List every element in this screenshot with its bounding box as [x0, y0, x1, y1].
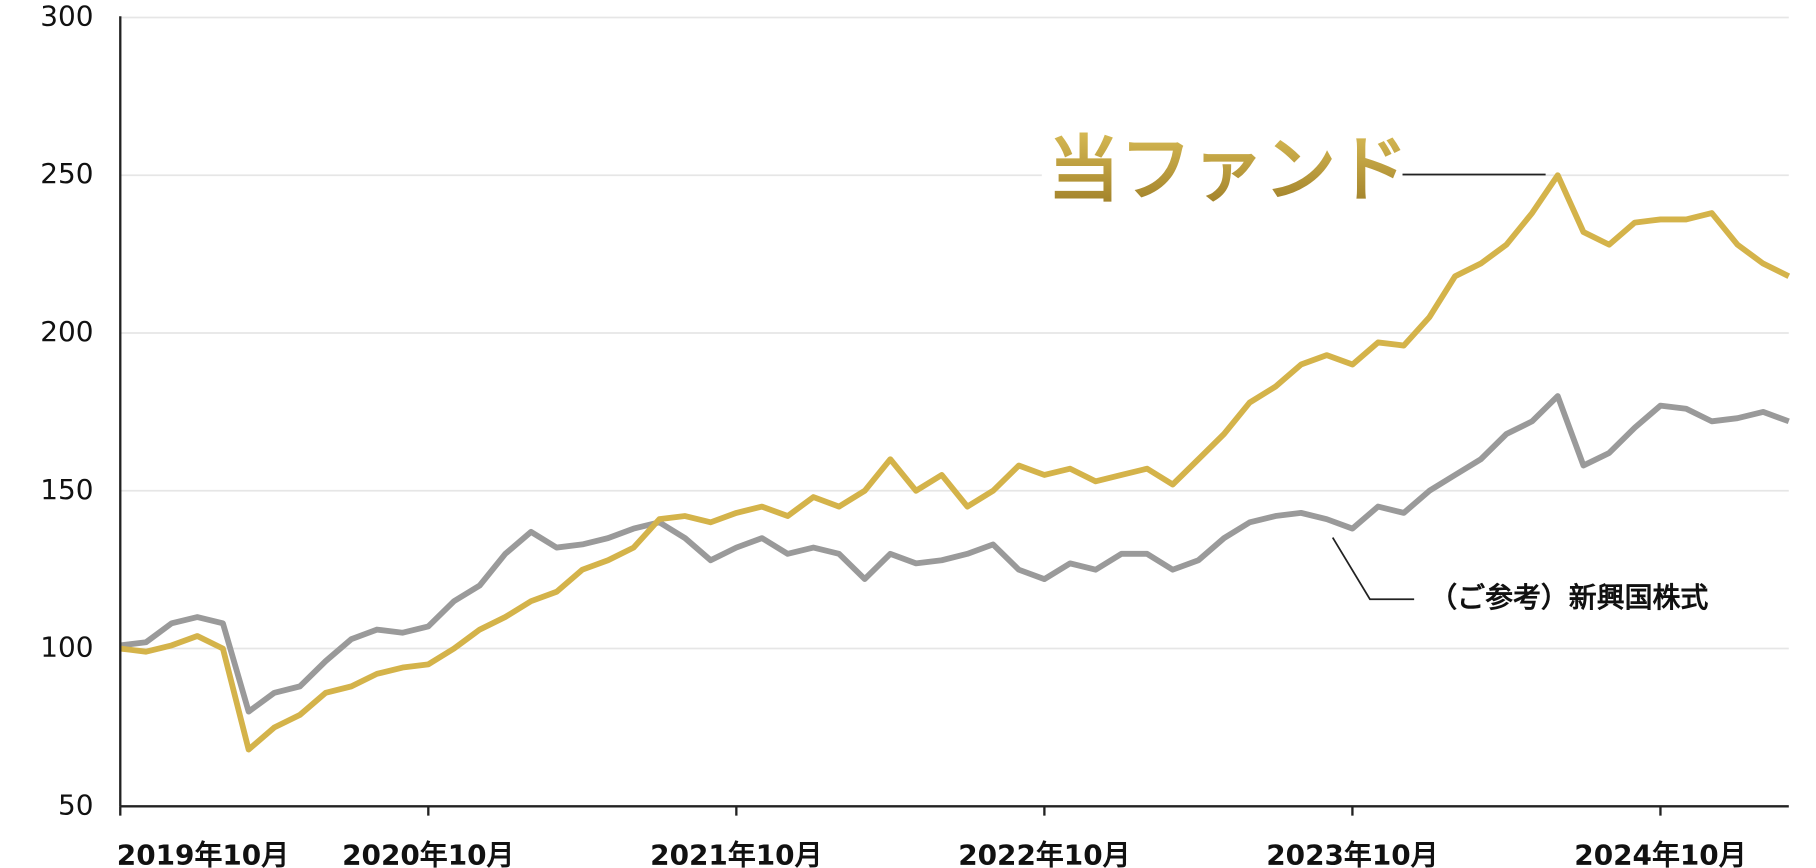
- series-label: （ご参考）新興国株式: [1429, 581, 1708, 614]
- series-label: 当ファンド: [1048, 129, 1409, 213]
- series-line: [119, 393, 1790, 715]
- x-tick-label: 2021年10月: [650, 838, 822, 868]
- y-tick-label: 200: [40, 315, 93, 348]
- x-tick-label: 2024年10月: [1574, 838, 1746, 868]
- y-tick-label: 150: [40, 473, 93, 506]
- y-tick-label: 100: [40, 631, 93, 664]
- x-tick-label: 2019年10月: [117, 838, 289, 868]
- leader-line: [1331, 537, 1415, 601]
- lines: [119, 172, 1791, 753]
- x-tick-label: 2022年10月: [958, 838, 1130, 868]
- y-tick-label: 50: [58, 788, 94, 821]
- x-tick-label: 2020年10月: [342, 838, 514, 868]
- label-bg: [1041, 127, 1403, 222]
- y-tick-label: 300: [40, 0, 93, 32]
- y-tick-label: 250: [40, 157, 93, 190]
- series-line: [119, 172, 1791, 753]
- x-tick-label: 2023年10月: [1266, 838, 1438, 868]
